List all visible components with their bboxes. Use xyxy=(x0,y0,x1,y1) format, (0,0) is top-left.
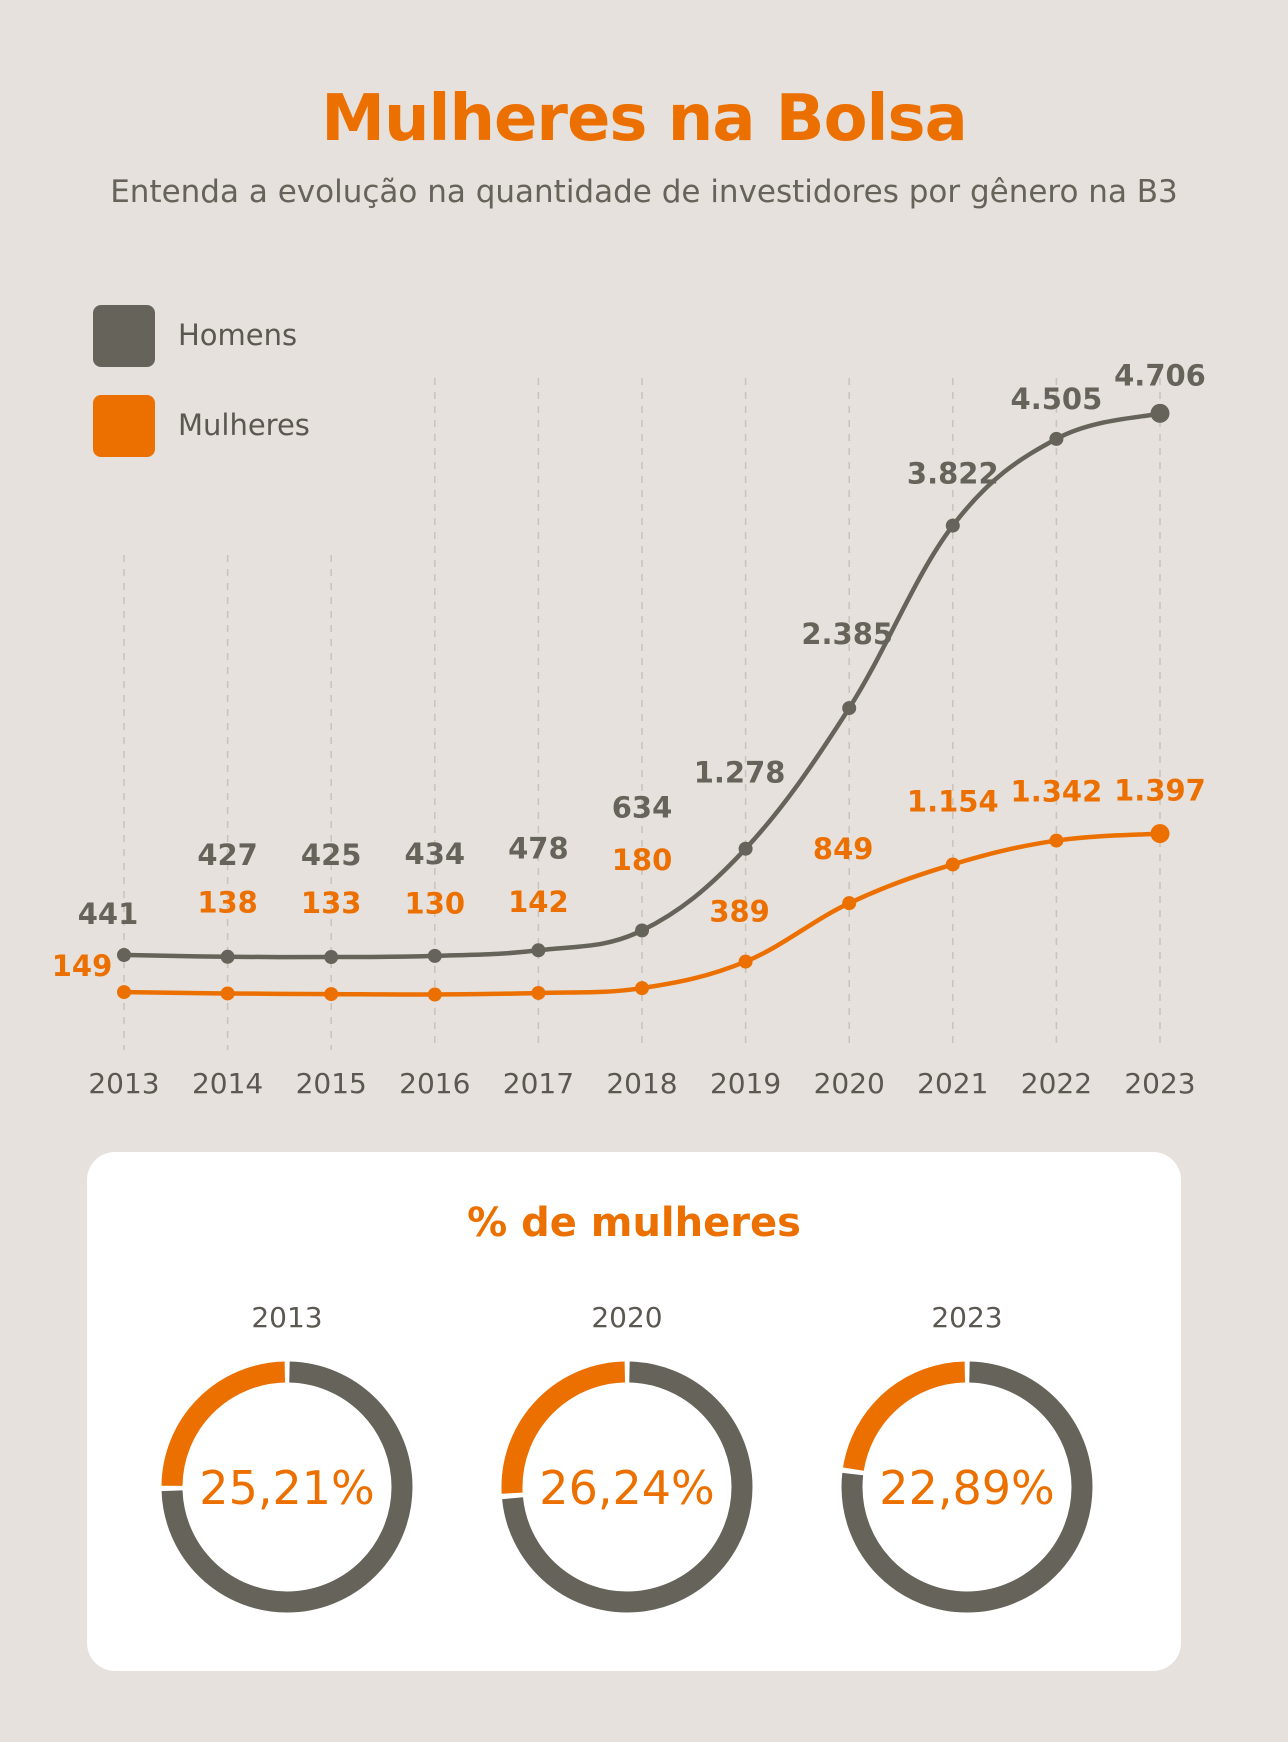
legend-swatch-homens xyxy=(93,305,155,367)
x-tick-label: 2013 xyxy=(88,1067,159,1100)
donut-men-arc-2013 xyxy=(161,1361,413,1613)
point-mulheres-2022 xyxy=(1049,833,1064,848)
donut-men-arc-2020 xyxy=(501,1361,753,1613)
point-mulheres-2023 xyxy=(1150,824,1170,844)
x-tick-label: 2016 xyxy=(399,1067,470,1100)
data-label-mulheres-2019: 389 xyxy=(709,895,770,929)
point-homens-2015 xyxy=(324,950,339,965)
data-label-homens-2014: 427 xyxy=(197,838,258,872)
x-tick-label: 2020 xyxy=(814,1067,885,1100)
point-homens-2013 xyxy=(117,947,131,962)
point-mulheres-2013 xyxy=(117,985,131,1000)
data-label-mulheres-2020: 849 xyxy=(813,832,874,866)
data-label-mulheres-2016: 130 xyxy=(405,886,466,920)
series-line-homens xyxy=(121,411,1163,960)
point-homens-2021 xyxy=(945,518,960,533)
point-mulheres-2019 xyxy=(738,954,753,969)
data-label-homens-2015: 425 xyxy=(301,838,362,872)
legend-swatch-mulheres xyxy=(93,395,155,457)
legend-label-homens: Homens xyxy=(178,318,298,352)
card-title: % de mulheres xyxy=(467,1200,801,1246)
point-homens-2023 xyxy=(1150,403,1170,423)
data-label-mulheres-2021: 1.154 xyxy=(907,784,999,818)
point-mulheres-2020 xyxy=(842,896,857,911)
x-tick-label: 2019 xyxy=(710,1067,781,1100)
donut-percent-2023: 22,89% xyxy=(879,1461,1054,1515)
x-tick-label: 2018 xyxy=(606,1067,677,1100)
data-label-homens-2021: 3.822 xyxy=(907,457,999,491)
page-subtitle: Entenda a evolução na quantidade de inve… xyxy=(110,174,1178,210)
point-homens-2017 xyxy=(531,943,546,958)
data-label-homens-2018: 634 xyxy=(612,790,673,824)
data-label-mulheres-2013: 149 xyxy=(52,949,113,983)
data-label-mulheres-2023: 1.397 xyxy=(1114,774,1206,808)
data-label-mulheres-2014: 138 xyxy=(197,885,258,919)
data-label-homens-2016: 434 xyxy=(405,837,466,871)
point-homens-2018 xyxy=(635,923,649,938)
data-label-homens-2022: 4.505 xyxy=(1011,382,1103,416)
point-mulheres-2014 xyxy=(220,986,235,1001)
point-homens-2022 xyxy=(1049,431,1064,446)
x-tick-label: 2022 xyxy=(1021,1067,1092,1100)
donut-2013 xyxy=(161,1361,413,1613)
donut-women-arc-2020 xyxy=(501,1361,753,1613)
point-homens-2019 xyxy=(738,841,753,856)
data-label-homens-2017: 478 xyxy=(508,831,569,865)
point-mulheres-2021 xyxy=(945,857,960,872)
page-title: Mulheres na Bolsa xyxy=(321,82,968,156)
donut-year-2013: 2013 xyxy=(251,1301,322,1334)
data-label-homens-2020: 2.385 xyxy=(801,617,893,651)
x-tick-label: 2014 xyxy=(192,1067,263,1100)
women-share-card: % de mulheres 2013 25,21% 2020 26,24% 2023 22… xyxy=(87,1152,1181,1671)
data-label-mulheres-2022: 1.342 xyxy=(1011,775,1103,809)
point-mulheres-2017 xyxy=(531,985,546,1000)
donut-percent-2020: 26,24% xyxy=(539,1461,714,1515)
data-label-homens-2023: 4.706 xyxy=(1114,358,1206,392)
donut-year-2020: 2020 xyxy=(591,1301,662,1334)
point-mulheres-2018 xyxy=(635,981,649,996)
x-tick-label: 2017 xyxy=(503,1067,574,1100)
donut-year-2023: 2023 xyxy=(931,1301,1002,1334)
donut-percent-2013: 25,21% xyxy=(199,1461,374,1515)
data-label-mulheres-2015: 133 xyxy=(301,886,362,920)
line-chart: 2013 2014 2015 2016 2017 2018 2019 2020 2021 2022… xyxy=(52,358,1206,1100)
point-homens-2016 xyxy=(427,948,442,963)
x-tick-label: 2021 xyxy=(917,1067,988,1100)
data-label-homens-2019: 1.278 xyxy=(694,756,786,790)
x-tick-label: 2015 xyxy=(296,1067,367,1100)
point-homens-2014 xyxy=(220,949,235,964)
x-tick-label: 2023 xyxy=(1124,1067,1195,1100)
donut-men-arc-2023 xyxy=(841,1361,1093,1613)
donut-charts: 2013 25,21% 2020 26,24% 2023 22,89% xyxy=(161,1301,1093,1613)
donut-2020 xyxy=(501,1361,753,1613)
point-mulheres-2015 xyxy=(324,987,339,1002)
point-homens-2020 xyxy=(842,701,857,716)
data-label-mulheres-2018: 180 xyxy=(612,843,673,877)
donut-2023 xyxy=(841,1361,1093,1613)
data-label-homens-2013: 441 xyxy=(78,897,139,931)
legend-label-mulheres: Mulheres xyxy=(178,408,310,442)
data-label-mulheres-2017: 142 xyxy=(508,885,569,919)
point-mulheres-2016 xyxy=(427,987,442,1002)
